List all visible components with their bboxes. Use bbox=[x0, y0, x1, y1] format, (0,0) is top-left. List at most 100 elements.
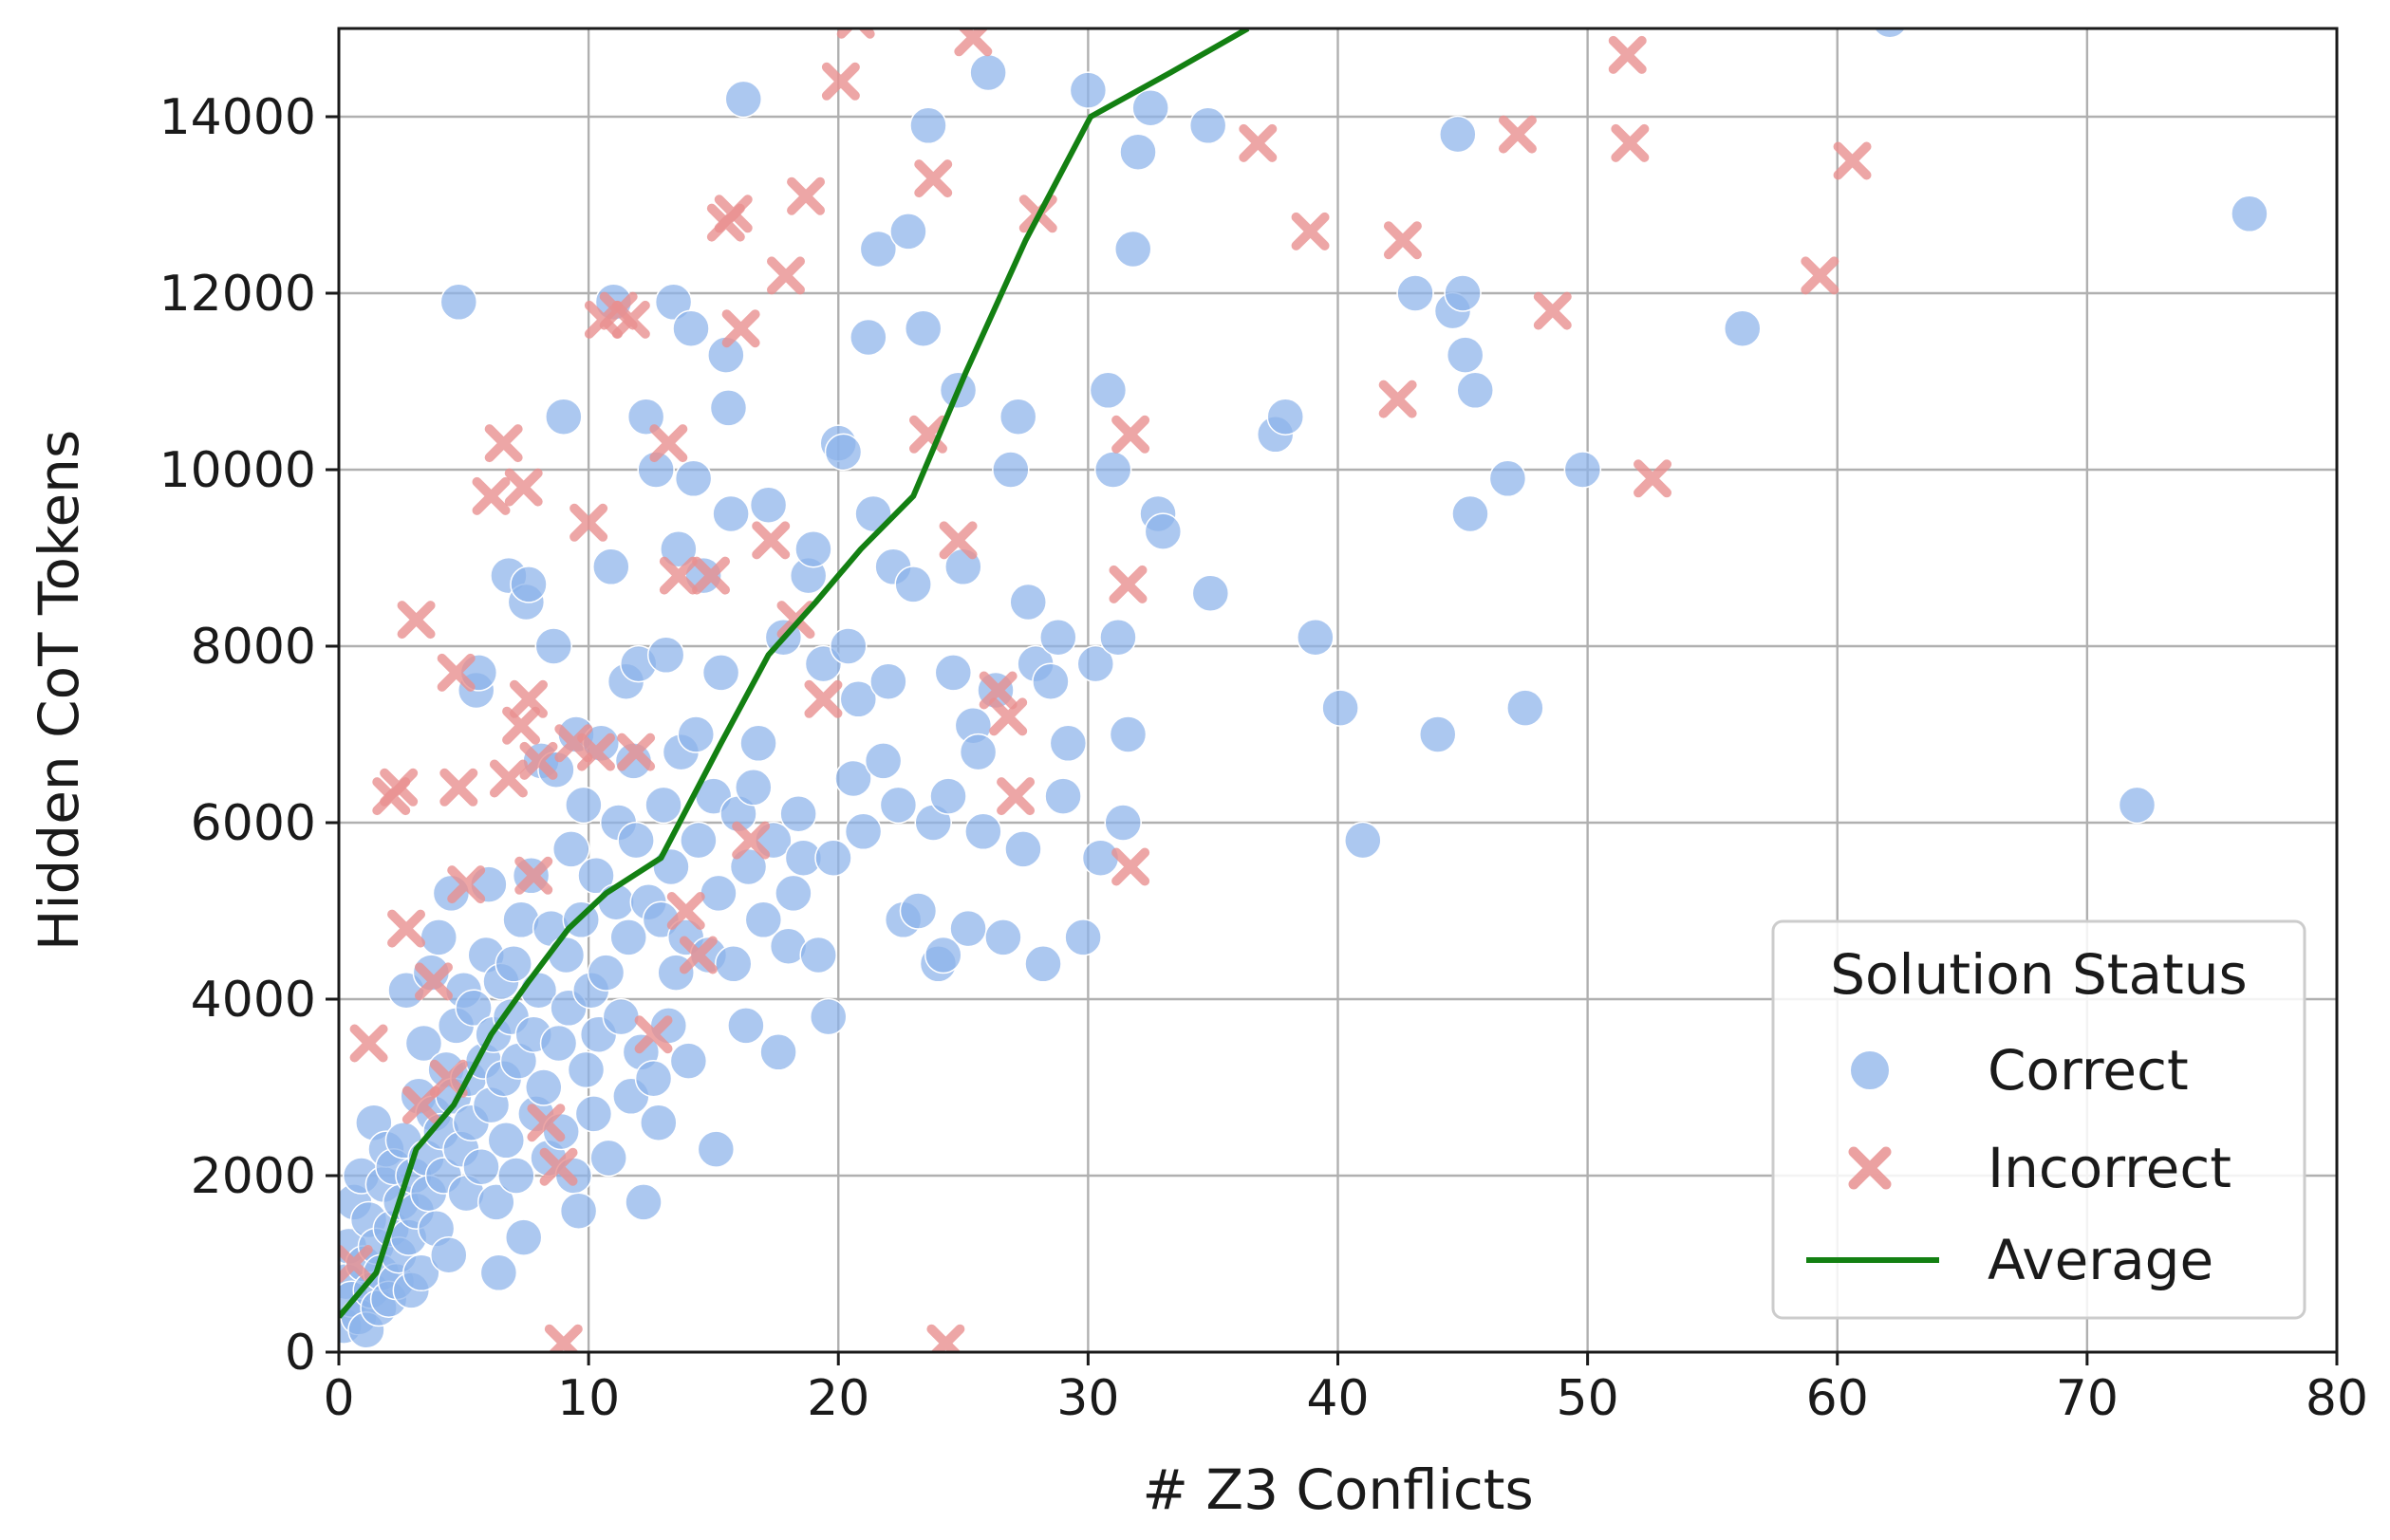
correct-point bbox=[709, 389, 748, 427]
incorrect-point bbox=[611, 300, 650, 339]
incorrect-point bbox=[380, 768, 419, 807]
x-tick-label: 60 bbox=[1806, 1370, 1869, 1427]
incorrect-point bbox=[1634, 459, 1672, 498]
y-tick-label: 0 bbox=[285, 1325, 316, 1382]
legend: Solution Status Correct Incorrect Averag… bbox=[1771, 919, 2306, 1320]
correct-point bbox=[677, 715, 716, 753]
incorrect-point bbox=[1378, 380, 1417, 418]
correct-point bbox=[834, 759, 872, 798]
correct-point bbox=[1344, 821, 1382, 860]
correct-point bbox=[402, 1253, 440, 1292]
x-tick-label: 0 bbox=[323, 1370, 354, 1427]
correct-point bbox=[1049, 724, 1088, 763]
incorrect-point bbox=[766, 256, 805, 295]
correct-point bbox=[602, 997, 641, 1036]
incorrect-point bbox=[1533, 291, 1572, 330]
correct-point bbox=[1191, 574, 1230, 612]
incorrect-point bbox=[1109, 565, 1148, 603]
correct-point bbox=[824, 433, 863, 472]
correct-point bbox=[1506, 689, 1544, 727]
correct-point bbox=[844, 812, 883, 851]
incorrect-point bbox=[1611, 123, 1650, 162]
x-tick-label: 10 bbox=[557, 1370, 620, 1427]
correct-point bbox=[964, 812, 1002, 851]
correct-point bbox=[537, 751, 575, 789]
correct-point bbox=[1009, 583, 1047, 622]
legend-incorrect-label: Incorrect bbox=[1988, 1136, 2231, 1200]
data-points bbox=[339, 28, 2269, 1352]
y-axis-label: Hidden CoT Tokens bbox=[27, 430, 91, 951]
correct-point bbox=[660, 529, 698, 568]
correct-point bbox=[1069, 71, 1108, 109]
correct-point bbox=[2231, 195, 2269, 233]
correct-point bbox=[1724, 309, 1762, 347]
incorrect-point bbox=[489, 759, 528, 798]
correct-point bbox=[525, 1068, 563, 1106]
legend-incorrect-marker bbox=[1848, 1146, 1892, 1190]
correct-point bbox=[775, 874, 812, 913]
y-tick-label: 14000 bbox=[159, 89, 316, 146]
legend-correct-label: Correct bbox=[1988, 1038, 2189, 1103]
correct-point bbox=[551, 830, 590, 868]
incorrect-point bbox=[439, 768, 478, 807]
correct-point bbox=[504, 1218, 543, 1256]
incorrect-point bbox=[1498, 115, 1537, 154]
correct-point bbox=[1093, 451, 1132, 489]
correct-point bbox=[1044, 777, 1082, 815]
y-tick-label: 10000 bbox=[159, 442, 316, 499]
incorrect-point bbox=[787, 176, 826, 215]
correct-point bbox=[749, 486, 788, 524]
incorrect-point bbox=[447, 865, 486, 904]
incorrect-point bbox=[1833, 141, 1872, 180]
incorrect-point bbox=[979, 671, 1018, 710]
correct-point bbox=[1089, 371, 1128, 410]
correct-point bbox=[854, 494, 892, 533]
correct-point bbox=[1076, 644, 1115, 683]
correct-point bbox=[779, 794, 817, 833]
incorrect-point bbox=[666, 892, 705, 930]
correct-point bbox=[487, 1122, 526, 1160]
y-tick-label: 2000 bbox=[191, 1148, 316, 1205]
correct-point bbox=[674, 459, 713, 498]
correct-point bbox=[1188, 106, 1227, 145]
correct-point bbox=[1873, 28, 1907, 39]
y-tick-label: 8000 bbox=[191, 619, 316, 676]
correct-point bbox=[814, 839, 852, 877]
correct-point bbox=[1024, 945, 1062, 983]
correct-point bbox=[1109, 715, 1148, 753]
incorrect-point bbox=[519, 741, 558, 780]
correct-point bbox=[1321, 689, 1359, 727]
incorrect-point bbox=[484, 424, 523, 463]
x-tick-label: 70 bbox=[2056, 1370, 2119, 1427]
incorrect-point bbox=[544, 1324, 583, 1352]
correct-point bbox=[1488, 459, 1527, 498]
correct-point bbox=[577, 857, 615, 895]
correct-point bbox=[959, 733, 998, 771]
correct-point bbox=[1081, 839, 1120, 877]
incorrect-point bbox=[1383, 221, 1422, 260]
correct-point bbox=[969, 53, 1007, 92]
incorrect-point bbox=[692, 556, 731, 595]
correct-point bbox=[652, 847, 690, 886]
correct-point bbox=[1563, 451, 1602, 489]
y-tick-label: 12000 bbox=[159, 266, 316, 323]
correct-point bbox=[684, 556, 722, 595]
correct-point bbox=[830, 627, 868, 665]
correct-point bbox=[477, 1183, 515, 1221]
correct-point bbox=[640, 1104, 678, 1141]
incorrect-point bbox=[429, 1059, 468, 1098]
correct-point bbox=[1439, 115, 1477, 154]
correct-point bbox=[497, 1157, 535, 1195]
correct-point bbox=[1064, 918, 1102, 956]
correct-point bbox=[712, 494, 750, 533]
correct-point bbox=[1456, 371, 1494, 410]
correct-point bbox=[809, 997, 848, 1036]
incorrect-point bbox=[569, 503, 608, 542]
correct-point bbox=[587, 954, 626, 992]
correct-point bbox=[547, 936, 586, 974]
incorrect-point bbox=[752, 521, 791, 560]
correct-point bbox=[739, 724, 777, 763]
correct-point bbox=[669, 1042, 708, 1080]
correct-point bbox=[455, 989, 493, 1028]
incorrect-point bbox=[349, 1024, 388, 1063]
